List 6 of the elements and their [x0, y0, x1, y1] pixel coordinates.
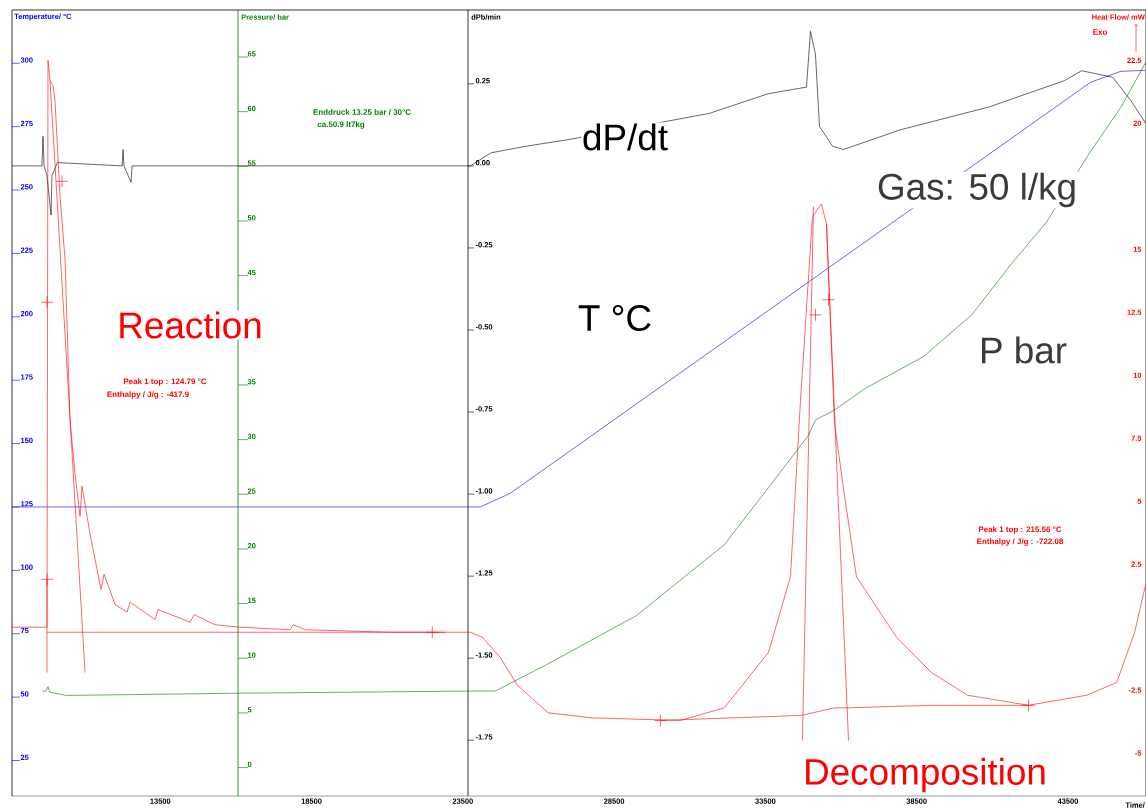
annotation: Reaction	[120, 311, 261, 339]
annotation: Decomposition	[806, 757, 1045, 793]
annotation: Gas: 50 l/kg	[878, 172, 1075, 208]
annotation: P bar	[981, 336, 1067, 364]
annotation: dP/dt	[583, 123, 668, 151]
annotation: T °C	[578, 304, 651, 332]
